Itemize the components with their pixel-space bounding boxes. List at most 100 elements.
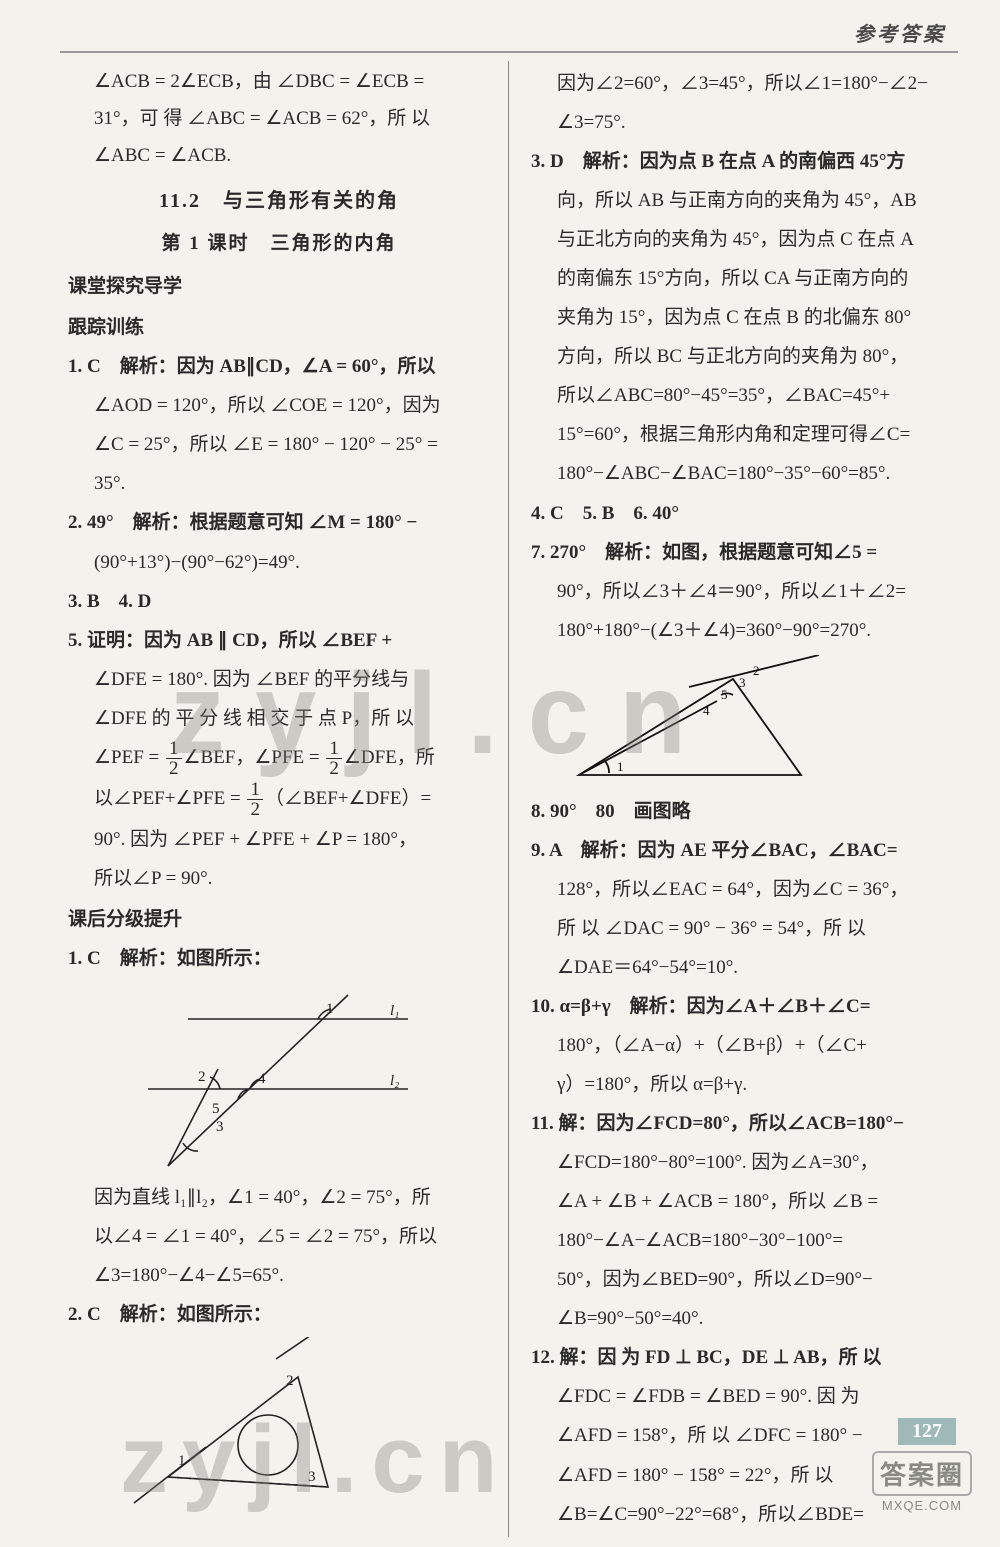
heading: 跟踪训练 [68, 309, 490, 346]
text-line: 因为直线 l₁∥l₂，∠1 = 40°，∠2 = 75°，所 [68, 1179, 490, 1216]
text-line: ∠B=90°−50°=40°. [531, 1300, 950, 1337]
item-text: 7. 270° 解析：如图，根据题意可知∠5 = [531, 542, 877, 563]
list-item: 7. 270° 解析：如图，根据题意可知∠5 = [531, 534, 950, 571]
text: ∠BEF，∠PFE = [184, 747, 325, 768]
text-line: 15°=60°，根据三角形内角和定理可得∠C= [531, 416, 950, 453]
text-line: γ）=180°，所以 α=β+γ. [531, 1066, 950, 1103]
text-line: 夹角为 15°，因为点 C 在点 B 的北偏东 80° [531, 299, 950, 336]
label: 5 [212, 1101, 220, 1117]
label: 1 [617, 759, 624, 774]
page-number: 127 [898, 1418, 956, 1445]
item-text: 8. 90° 80 画图略 [531, 801, 691, 822]
label: 3 [308, 1469, 316, 1485]
text-line: ∠3=180°−∠4−∠5=65°. [68, 1257, 490, 1294]
text-line: 180°+180°−(∠3＋∠4)=360°−90°=270°. [531, 612, 950, 649]
text-line: 以∠PEF+∠PFE = 12（∠BEF+∠DFE）= [68, 780, 490, 819]
list-item: 2. C 解析：如图所示： [68, 1296, 490, 1333]
text-line: 90°，所以∠3＋∠4＝90°，所以∠1＋∠2= [531, 573, 950, 610]
text-line: ∠3=75°. [531, 104, 950, 141]
text: （∠BEF+∠DFE）= [265, 788, 431, 809]
list-item: 3. B 4. D [68, 583, 490, 620]
text-line: 50°，因为∠BED=90°，所以∠D=90°− [531, 1261, 950, 1298]
text-line: 与正北方向的夹角为 45°，因为点 C 在点 A [531, 221, 950, 258]
right-column: 因为∠2=60°，∠3=45°，所以∠1=180°−∠2− ∠3=75°. 3.… [509, 61, 958, 1537]
item-text: 11. 解：因为∠FCD=80°，所以∠ACB=180°− [531, 1113, 904, 1134]
item-text: 4. C 5. B 6. 40° [531, 503, 679, 524]
text-line: ∠FDC = ∠FDB = ∠BED = 90°. 因 为 [531, 1378, 950, 1415]
label: 1 [178, 1453, 186, 1469]
label: 2 [286, 1373, 294, 1389]
list-item: 11. 解：因为∠FCD=80°，所以∠ACB=180°− [531, 1105, 950, 1142]
text-line: 31°，可 得 ∠ABC = ∠ACB = 62°，所 以 [68, 100, 490, 137]
text-line: 所以∠P = 90°. [68, 860, 490, 897]
text-line: ∠A + ∠B + ∠ACB = 180°，所以 ∠B = [531, 1183, 950, 1220]
text-line: ∠ABC = ∠ACB. [68, 137, 490, 174]
list-item: 9. A 解析：因为 AE 平分∠BAC，∠BAC= [531, 832, 950, 869]
text-line: 的南偏东 15°方向，所以 CA 与正南方向的 [531, 260, 950, 297]
fraction: 12 [326, 739, 342, 778]
text-line: 35°. [68, 465, 490, 502]
text-line: ∠C = 25°，所以 ∠E = 180° − 120° − 25° = [68, 426, 490, 463]
text-line: 向，所以 AB 与正南方向的夹角为 45°，AB [531, 182, 950, 219]
item-text: 9. A 解析：因为 AE 平分∠BAC，∠BAC= [531, 840, 898, 861]
item-text: 10. α=β+γ 解析：因为∠A＋∠B＋∠C= [531, 996, 871, 1017]
text-line: 方向，所以 BC 与正北方向的夹角为 80°， [531, 338, 950, 375]
label: 4 [258, 1071, 266, 1087]
text-line: 90°. 因为 ∠PEF + ∠PFE + ∠P = 180°， [68, 821, 490, 858]
text-line: 180°，（∠A−α）+（∠B+β）+（∠C+ [531, 1027, 950, 1064]
figure-triangle-circle: 1 2 3 [128, 1337, 358, 1527]
text-line: 180°−∠ABC−∠BAC=180°−35°−60°=85°. [531, 455, 950, 492]
text-line: ∠ACB = 2∠ECB，由 ∠DBC = ∠ECB = [68, 63, 490, 100]
list-item: 1. C 解析：因为 AB∥CD，∠A = 60°，所以 [68, 348, 490, 385]
text-line: ∠DFE 的 平 分 线 相 交 于 点 P，所 以 [68, 700, 490, 737]
label: 4 [703, 703, 710, 718]
list-item: 12. 解：因 为 FD ⊥ BC，DE ⊥ AB，所 以 [531, 1339, 950, 1376]
item-text: 5. 证明：因为 AB ∥ CD，所以 ∠BEF + [68, 630, 392, 651]
heading: 课堂探究导学 [68, 268, 490, 305]
text-line: ∠PEF = 12∠BEF，∠PFE = 12∠DFE，所 [68, 739, 490, 778]
item-text: 1. C 解析：因为 AB∥CD，∠A = 60°，所以 [68, 356, 435, 377]
left-column: ∠ACB = 2∠ECB，由 ∠DBC = ∠ECB = 31°，可 得 ∠AB… [60, 61, 509, 1537]
text: ∠PEF = [94, 747, 164, 768]
text: ∠DFE，所 [344, 747, 435, 768]
label: 3 [216, 1119, 224, 1135]
heading: 课后分级提升 [68, 901, 490, 938]
label: 2 [198, 1069, 206, 1085]
subsection-title: 第 1 课时 三角形的内角 [68, 225, 490, 262]
label: l₂ [390, 1073, 399, 1089]
list-item: 2. 49° 解析：根据题意可知 ∠M = 180° − [68, 504, 490, 541]
item-text: 3. B 4. D [68, 591, 151, 612]
label: l₁ [390, 1003, 399, 1019]
footer-logo-url: MXQE.COM [872, 1498, 972, 1513]
list-item: 8. 90° 80 画图略 [531, 793, 950, 830]
item-text: 1. C 解析：如图所示： [68, 948, 272, 969]
item-text: 2. C 解析：如图所示： [68, 1304, 272, 1325]
text-line: ∠DAE＝64°−54°=10°. [531, 949, 950, 986]
text-line: ∠FCD=180°−80°=100°. 因为∠A=30°， [531, 1144, 950, 1181]
text-line: 因为∠2=60°，∠3=45°，所以∠1=180°−∠2− [531, 65, 950, 102]
label: 5 [721, 687, 728, 702]
text-line: 以∠4 = ∠1 = 40°，∠5 = ∠2 = 75°，所以 [68, 1218, 490, 1255]
item-text: 3. D 解析：因为点 B 在点 A 的南偏西 45°方 [531, 151, 905, 172]
section-title: 11.2 与三角形有关的角 [68, 182, 490, 221]
footer-logo-text: 答案圈 [872, 1451, 972, 1496]
list-item: 4. C 5. B 6. 40° [531, 495, 950, 532]
page-header: 参考答案 [60, 18, 958, 53]
text-line: 所 以 ∠DAC = 90° − 36° = 54°，所 以 [531, 910, 950, 947]
text-line: ∠DFE = 180°. 因为 ∠BEF 的平分线与 [68, 661, 490, 698]
text-line: 128°，所以∠EAC = 64°，因为∠C = 36°， [531, 871, 950, 908]
list-item: 1. C 解析：如图所示： [68, 940, 490, 977]
label: 2 [753, 663, 760, 678]
text-line: (90°+13°)−(90°−62°)=49°. [68, 544, 490, 581]
figure-triangle-angles: 1 4 5 3 2 [561, 655, 821, 785]
item-text: 2. 49° 解析：根据题意可知 ∠M = 180° − [68, 512, 417, 533]
two-column-layout: ∠ACB = 2∠ECB，由 ∠DBC = ∠ECB = 31°，可 得 ∠AB… [60, 61, 958, 1537]
text-line: ∠AOD = 120°，所以 ∠COE = 120°，因为 [68, 387, 490, 424]
figure-parallel-lines: 1 2 5 4 3 l₁ l₂ [108, 981, 408, 1171]
list-item: 10. α=β+γ 解析：因为∠A＋∠B＋∠C= [531, 988, 950, 1025]
label: 1 [326, 1001, 334, 1017]
text-line: 180°−∠A−∠ACB=180°−30°−100°= [531, 1222, 950, 1259]
text: 以∠PEF+∠PFE = [94, 788, 245, 809]
list-item: 5. 证明：因为 AB ∥ CD，所以 ∠BEF + [68, 622, 490, 659]
fraction: 12 [247, 780, 263, 819]
